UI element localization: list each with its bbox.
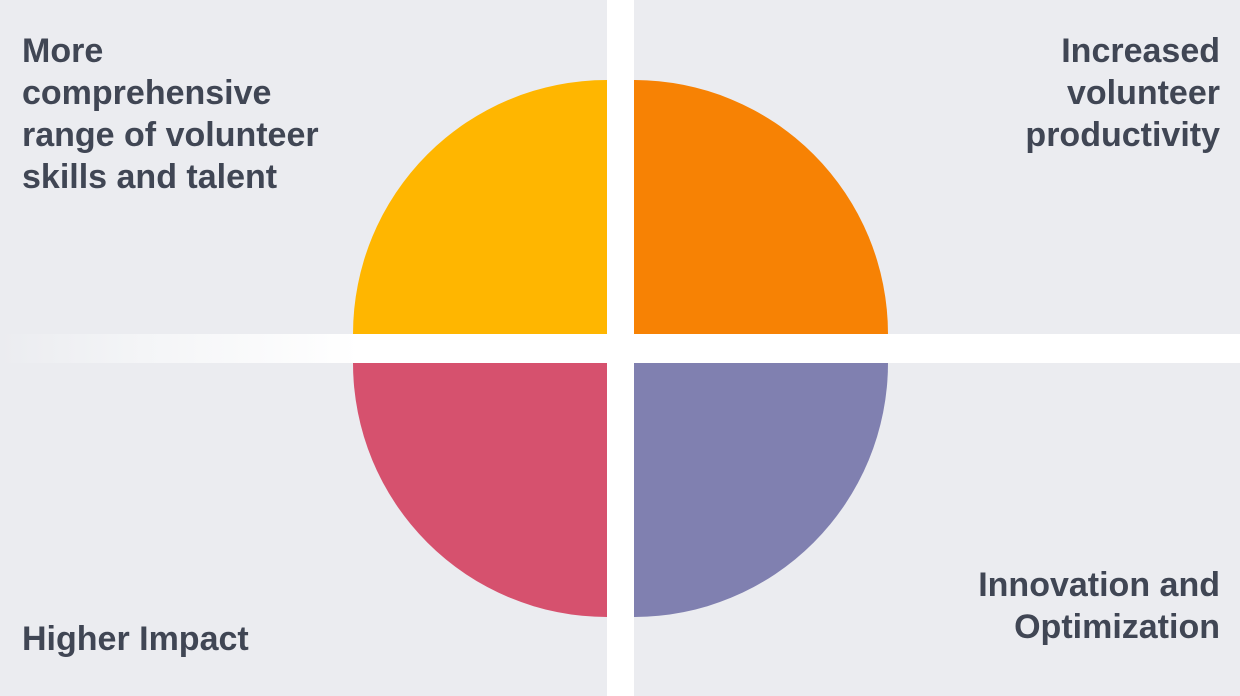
- wheel-segment-bottom-right: [634, 363, 888, 617]
- quadrant-label-top-right: Increased volunteer productivity: [1025, 32, 1220, 154]
- divider-fade: [0, 334, 360, 363]
- wheel-segment-top-left: [353, 80, 607, 334]
- quadrant-label-top-left: More comprehensive range of volunteer sk…: [22, 32, 319, 196]
- wheel-segment-top-right: [634, 80, 888, 334]
- quadrant-label-bottom-right: Innovation and Optimization: [978, 566, 1220, 646]
- quadrant-label-bottom-left: Higher Impact: [22, 620, 249, 658]
- wheel-segment-bottom-left: [353, 363, 607, 617]
